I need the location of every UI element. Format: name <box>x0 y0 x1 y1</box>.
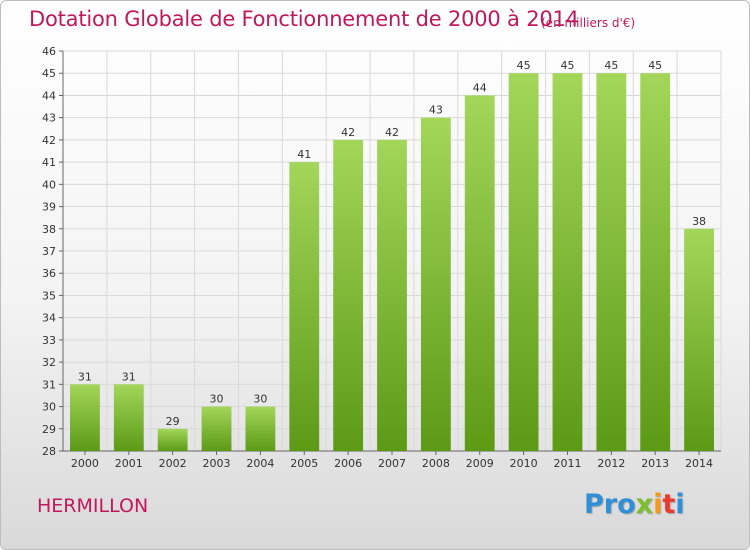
bar <box>333 139 364 451</box>
data-label: 44 <box>473 81 487 94</box>
bar <box>201 406 232 451</box>
x-tick-label: 2006 <box>334 457 362 470</box>
y-tick-label: 34 <box>42 312 56 325</box>
bar <box>157 428 188 451</box>
x-tick-label: 2000 <box>71 457 99 470</box>
commune-name: HERMILLON <box>37 495 149 517</box>
y-tick-label: 33 <box>42 334 56 347</box>
y-tick-label: 42 <box>42 134 56 147</box>
y-tick-label: 28 <box>42 445 56 458</box>
data-label: 31 <box>122 370 136 383</box>
bar <box>640 73 671 451</box>
chart-title: Dotation Globale de Fonctionnement de 20… <box>29 7 579 31</box>
y-tick-label: 31 <box>42 378 56 391</box>
x-tick-label: 2008 <box>422 457 450 470</box>
x-tick-label: 2011 <box>553 457 581 470</box>
x-tick-label: 2002 <box>159 457 187 470</box>
y-tick-label: 35 <box>42 289 56 302</box>
data-label: 45 <box>648 59 662 72</box>
x-tick-label: 2001 <box>115 457 143 470</box>
bar <box>464 95 495 451</box>
bar <box>289 162 320 451</box>
data-label: 45 <box>604 59 618 72</box>
data-label: 42 <box>341 126 355 139</box>
y-tick-label: 32 <box>42 356 56 369</box>
chart-unit: (en milliers d'€) <box>541 16 636 30</box>
data-label: 38 <box>692 215 706 228</box>
y-tick-label: 29 <box>42 423 56 436</box>
data-label: 45 <box>517 59 531 72</box>
bar <box>596 73 627 451</box>
y-tick-label: 41 <box>42 156 56 169</box>
x-tick-label: 2014 <box>685 457 713 470</box>
x-tick-label: 2010 <box>510 457 538 470</box>
x-tick-label: 2012 <box>597 457 625 470</box>
y-tick-label: 37 <box>42 245 56 258</box>
x-tick-label: 2009 <box>466 457 494 470</box>
bar <box>70 384 100 451</box>
data-label: 29 <box>166 415 180 428</box>
y-tick-label: 39 <box>42 201 56 214</box>
bar <box>508 73 539 451</box>
proxiti-logo: Proxiti <box>584 489 685 520</box>
data-label: 43 <box>429 104 443 117</box>
logo-part: t <box>662 489 676 520</box>
logo-part: i <box>653 489 663 520</box>
bar <box>113 384 144 451</box>
y-tick-label: 38 <box>42 223 56 236</box>
bar <box>552 73 583 451</box>
y-tick-label: 30 <box>42 401 56 414</box>
bars <box>70 73 714 452</box>
x-tick-label: 2003 <box>203 457 231 470</box>
data-label: 30 <box>210 393 224 406</box>
x-tick-label: 2005 <box>290 457 318 470</box>
labels: 28 29 30 31 32 33 34 35 36 37 38 39 40 41 42 43 44 45 46 31… <box>42 45 713 470</box>
y-tick-label: 40 <box>42 178 56 191</box>
logo-part: x <box>635 489 654 520</box>
y-tick-label: 46 <box>42 45 56 58</box>
x-tick-label: 2007 <box>378 457 406 470</box>
y-tick-label: 45 <box>42 67 56 80</box>
y-tick-label: 44 <box>42 89 56 102</box>
bar <box>377 139 407 451</box>
data-label: 30 <box>253 393 267 406</box>
logo-part: Pro <box>584 489 636 520</box>
bar <box>420 117 451 452</box>
x-tick-label: 2004 <box>246 457 274 470</box>
data-label: 31 <box>78 370 92 383</box>
bar <box>245 406 276 451</box>
bar <box>684 228 714 451</box>
logo-part: i <box>675 489 685 520</box>
data-label: 45 <box>560 59 574 72</box>
x-tick-label: 2013 <box>641 457 669 470</box>
y-tick-label: 36 <box>42 267 56 280</box>
data-label: 42 <box>385 126 399 139</box>
data-label: 41 <box>297 148 311 161</box>
y-tick-label: 43 <box>42 112 56 125</box>
